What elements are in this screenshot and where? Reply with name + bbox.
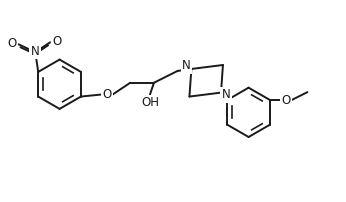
Text: N: N <box>31 45 40 58</box>
Text: OH: OH <box>141 96 159 109</box>
Text: O: O <box>7 37 16 50</box>
Text: O: O <box>102 88 111 101</box>
Text: N: N <box>182 59 191 73</box>
Text: N: N <box>221 88 230 101</box>
Text: O: O <box>281 94 290 106</box>
Text: O: O <box>52 35 62 48</box>
